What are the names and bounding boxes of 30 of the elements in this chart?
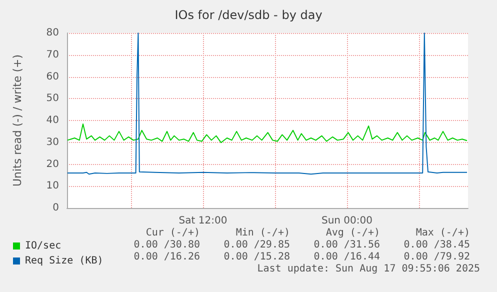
line-series bbox=[66, 124, 468, 144]
text: Last update: Sun Aug 17 09:55:06 2025 bbox=[257, 264, 480, 274]
y-tick-label: 20 bbox=[46, 158, 59, 170]
text: 0.00 /16.44 bbox=[314, 252, 380, 262]
y-tick-label: 80 bbox=[46, 28, 59, 38]
text: 0.00 /79.92 bbox=[404, 252, 470, 262]
x-tick-label: Sat 12:00 bbox=[178, 216, 228, 226]
y-axis-title: Units read (-) / write (+) bbox=[11, 54, 24, 187]
y-tick-label: 50 bbox=[46, 93, 59, 104]
y-tick-label: 70 bbox=[46, 49, 59, 60]
text: Cur (-/+) bbox=[146, 228, 200, 238]
text: Max (-/+) bbox=[416, 228, 470, 238]
legend-label: IO/sec bbox=[25, 240, 62, 252]
text: 0.00 /31.56 bbox=[314, 240, 380, 250]
text: 0.00 /38.45 bbox=[404, 240, 470, 250]
x-tick-label: Sun 00:00 bbox=[321, 216, 373, 226]
text: Avg (-/+) bbox=[326, 228, 380, 238]
y-tick-label: 40 bbox=[46, 115, 59, 126]
y-tick-label: 0 bbox=[52, 202, 59, 214]
y-tick-label: 10 bbox=[46, 180, 59, 192]
line-series bbox=[66, 32, 468, 175]
text: 0.00 /30.80 bbox=[134, 240, 200, 250]
chart-title: IOs for /dev/sdb - by day bbox=[174, 8, 322, 22]
text: Min (-/+) bbox=[236, 228, 290, 238]
y-tick-label: 30 bbox=[46, 136, 59, 148]
text: 0.00 /16.26 bbox=[134, 252, 200, 262]
legend-label: Req Size (KB) bbox=[25, 256, 104, 266]
text: 0.00 /15.28 bbox=[224, 252, 290, 262]
y-tick-label: 60 bbox=[46, 71, 59, 82]
text: 0.00 /29.85 bbox=[224, 240, 290, 250]
